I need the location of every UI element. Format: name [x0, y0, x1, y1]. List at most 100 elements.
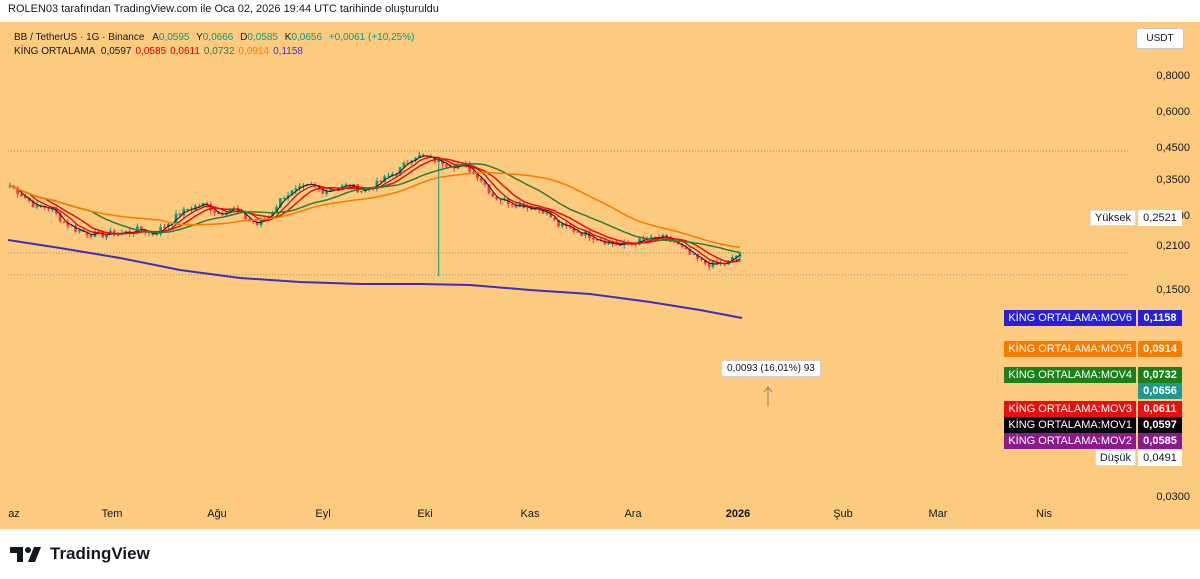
indicator-value-4: 0,0732 — [203, 46, 235, 57]
y-axis-label: 0,2100 — [1156, 240, 1190, 252]
candle-body — [360, 191, 363, 193]
candle-body — [445, 164, 448, 167]
candle-body — [418, 154, 421, 158]
candle-body — [472, 171, 475, 173]
moving-average-line — [9, 158, 741, 263]
candle-body — [707, 263, 711, 267]
candle-body — [282, 197, 286, 199]
candle-body — [271, 212, 274, 216]
candle-body — [514, 205, 518, 208]
candle-body — [228, 208, 232, 213]
candle-body — [618, 244, 622, 246]
candle-body — [595, 239, 599, 241]
candle-body — [734, 255, 738, 258]
candle-body — [47, 207, 50, 209]
measure-arrow-head — [763, 386, 773, 393]
ohlc-close-label: K — [284, 32, 292, 43]
marker-label: KİNG ORTALAMA:MOV5 — [1004, 341, 1136, 357]
candle-body — [51, 208, 54, 210]
footer-brand[interactable]: TradingView — [10, 544, 150, 564]
candle-body — [251, 220, 255, 223]
candle-body — [24, 196, 27, 199]
candle-body — [294, 188, 298, 191]
indicator-value-5: 0,0914 — [238, 46, 270, 57]
candle-body — [638, 238, 641, 245]
candle-body — [591, 238, 595, 240]
tradingview-logo-icon — [10, 547, 41, 562]
candle-body — [275, 206, 278, 213]
candle-body — [62, 221, 66, 223]
candle-body — [495, 196, 499, 200]
candle-body — [576, 231, 580, 233]
candle-body — [66, 222, 70, 227]
candle-body — [89, 235, 93, 237]
y-axis-label: 0,4500 — [1156, 142, 1190, 154]
candle-body — [703, 260, 707, 264]
price-value-box: 0,1158 — [1138, 310, 1182, 326]
symbol-legend[interactable]: BB / TetherUS · 1G · Binance A0,0595 Y0,… — [14, 32, 414, 43]
candle-body — [483, 180, 487, 185]
candle-body — [120, 232, 124, 234]
candle-body — [533, 208, 537, 210]
ohlc-high: 0,0666 — [202, 32, 234, 43]
marker-label: Düşük — [1094, 450, 1136, 466]
currency-button[interactable]: USDT — [1136, 28, 1184, 49]
y-axis-label: 0,6000 — [1156, 106, 1190, 118]
candle-body — [673, 241, 676, 243]
candle-body — [676, 242, 680, 245]
marker-label: Yüksek — [1089, 210, 1136, 226]
chart-header: ROLEN03 tarafından TradingView.com ile O… — [8, 3, 439, 15]
candle-body — [476, 172, 479, 179]
candle-body — [20, 193, 23, 197]
candle-body — [124, 231, 128, 233]
candle-body — [97, 231, 101, 233]
candle-body — [387, 175, 390, 177]
indicator-legend[interactable]: KİNG ORTALAMA 0,0597 0,0585 0,0611 0,0732 0,… — [14, 46, 307, 57]
candle-body — [321, 188, 325, 194]
candle-body — [54, 208, 58, 214]
ohlc-close: 0,0656 — [291, 32, 323, 43]
moving-average-line — [9, 155, 741, 265]
x-axis-label: Ağu — [207, 508, 227, 520]
x-axis-label: Kas — [520, 508, 540, 520]
indicator-name: KİNG ORTALAMA — [14, 46, 96, 57]
price-chart[interactable] — [0, 22, 1200, 529]
indicator-value-3: 0,0611 — [170, 46, 200, 57]
marker-label: KİNG ORTALAMA:MOV1 — [1004, 417, 1136, 433]
symbol-name: BB / TetherUS · 1G · Binance — [14, 32, 145, 43]
candle-body — [696, 253, 699, 259]
candle-body — [688, 249, 692, 255]
candle-body — [738, 252, 742, 256]
candle-body — [58, 213, 62, 222]
indicator-value-6: 0,1158 — [273, 46, 303, 57]
candle-body — [16, 187, 20, 194]
x-axis-label: Şub — [833, 508, 853, 520]
candle-body — [70, 225, 74, 227]
candle-body — [217, 212, 220, 215]
candle-body — [340, 185, 344, 189]
candle-body — [491, 193, 495, 197]
marker-label: KİNG ORTALAMA:MOV4 — [1004, 367, 1136, 383]
candle-body — [35, 204, 39, 208]
candle-body — [205, 202, 209, 205]
candle-body — [615, 243, 618, 246]
candle-body — [375, 180, 379, 190]
candle-body — [406, 162, 410, 164]
price-value-box: 0,0585 — [1138, 433, 1182, 449]
candle-body — [363, 188, 367, 192]
price-value-box: 0,0732 — [1138, 367, 1182, 383]
candle-body — [557, 219, 560, 227]
chart-frame[interactable]: BB / TetherUS · 1G · Binance A0,0595 Y0,… — [0, 22, 1200, 529]
x-axis-label: Mar — [928, 508, 948, 520]
marker-label: KİNG ORTALAMA:MOV2 — [1004, 433, 1136, 449]
candle-body — [499, 199, 502, 201]
candle-body — [190, 209, 193, 211]
candle-body — [105, 234, 108, 238]
candle-body — [730, 257, 734, 261]
candle-body — [414, 157, 417, 161]
y-axis-label: 0,3500 — [1156, 174, 1190, 186]
moving-average-line — [9, 171, 741, 249]
candle-body — [568, 226, 572, 228]
candle-body — [642, 238, 645, 240]
candle-body — [526, 206, 529, 209]
